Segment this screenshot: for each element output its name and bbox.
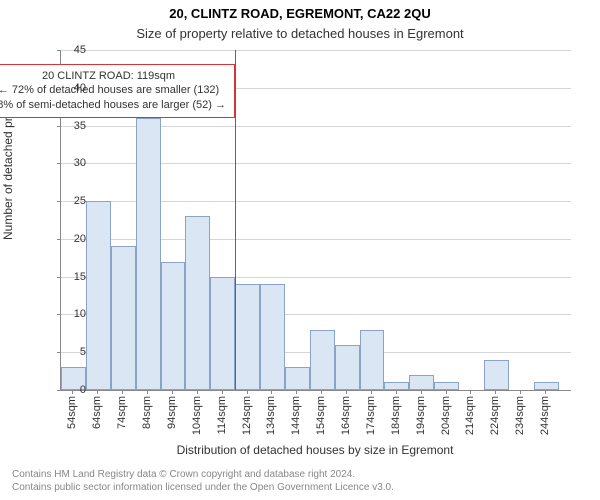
x-tick-label: 64sqm [91,396,103,429]
x-tick-mark [222,390,223,394]
x-tick-label: 224sqm [489,396,501,435]
x-tick-mark [321,390,322,394]
histogram-bar [434,382,459,390]
y-tick-label: 35 [46,120,86,132]
histogram-bar [161,262,186,390]
x-tick-label: 114sqm [216,396,228,434]
y-tick-label: 30 [46,157,86,169]
annotation-line: ← 72% of detached houses are smaller (13… [0,83,226,98]
x-tick-mark [520,390,521,394]
x-tick-label: 154sqm [315,396,327,435]
x-tick-mark [197,390,198,394]
plot-area: 20 CLINTZ ROAD: 119sqm← 72% of detached … [60,50,571,391]
x-tick-label: 174sqm [365,396,377,435]
footer-attribution: Contains HM Land Registry data © Crown c… [12,468,588,494]
x-tick-mark [396,390,397,394]
x-tick-label: 214sqm [464,396,476,435]
x-tick-label: 104sqm [191,396,203,435]
x-tick-label: 234sqm [514,396,526,435]
y-tick-label: 25 [46,195,86,207]
x-tick-mark [172,390,173,394]
reference-line [235,50,236,390]
x-tick-mark [147,390,148,394]
x-tick-label: 204sqm [440,396,452,435]
annotation-line: 20 CLINTZ ROAD: 119sqm [0,69,226,84]
y-tick-label: 45 [46,44,86,56]
histogram-bar [310,330,335,390]
y-tick-label: 10 [46,308,86,320]
x-tick-mark [421,390,422,394]
histogram-bar [86,201,111,390]
y-tick-label: 20 [46,233,86,245]
histogram-bar [136,118,161,390]
histogram-bar [384,382,409,390]
histogram-bar [210,277,235,390]
chart-title-address: 20, CLINTZ ROAD, EGREMONT, CA22 2QU [0,6,600,21]
x-tick-label: 184sqm [390,396,402,435]
x-tick-label: 244sqm [539,396,551,435]
histogram-bar [111,246,136,390]
x-tick-mark [446,390,447,394]
x-tick-mark [122,390,123,394]
x-tick-mark [271,390,272,394]
x-tick-mark [545,390,546,394]
x-tick-mark [495,390,496,394]
histogram-bar [335,345,360,390]
x-tick-mark [72,390,73,394]
x-tick-mark [371,390,372,394]
histogram-bar [235,284,260,390]
x-axis-label: Distribution of detached houses by size … [60,443,570,457]
y-tick-label: 5 [46,346,86,358]
x-tick-label: 84sqm [141,396,153,429]
chart-subtitle: Size of property relative to detached ho… [0,26,600,41]
histogram-bar [260,284,285,390]
x-tick-label: 94sqm [166,396,178,429]
x-tick-label: 54sqm [66,396,78,429]
x-tick-label: 144sqm [290,396,302,435]
histogram-bar [484,360,509,390]
y-tick-label: 15 [46,271,86,283]
y-tick-label: 40 [46,82,86,94]
x-tick-mark [296,390,297,394]
x-tick-label: 194sqm [415,396,427,435]
footer-line-2: Contains public sector information licen… [12,481,588,494]
histogram-bar [185,216,210,390]
x-tick-mark [470,390,471,394]
footer-line-1: Contains HM Land Registry data © Crown c… [12,468,588,481]
x-tick-mark [97,390,98,394]
histogram-bar [534,382,559,390]
chart-container: 20, CLINTZ ROAD, EGREMONT, CA22 2QU Size… [0,0,600,500]
y-tick-label: 0 [46,384,86,396]
annotation-line: 28% of semi-detached houses are larger (… [0,98,226,113]
x-tick-label: 74sqm [116,396,128,429]
histogram-bar [285,367,310,390]
x-tick-mark [346,390,347,394]
histogram-bar [360,330,385,390]
grid-line [61,50,571,51]
annotation-box: 20 CLINTZ ROAD: 119sqm← 72% of detached … [0,64,235,119]
x-tick-label: 164sqm [340,396,352,435]
x-tick-mark [247,390,248,394]
histogram-bar [409,375,434,390]
x-tick-label: 134sqm [265,396,277,435]
x-tick-label: 124sqm [241,396,253,435]
